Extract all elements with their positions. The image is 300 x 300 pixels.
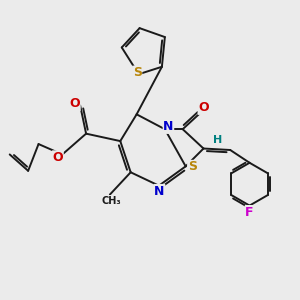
Text: O: O bbox=[198, 101, 209, 114]
Text: F: F bbox=[245, 206, 254, 219]
Text: S: S bbox=[188, 160, 197, 173]
Text: H: H bbox=[213, 135, 222, 145]
Text: O: O bbox=[70, 98, 80, 110]
Text: CH₃: CH₃ bbox=[101, 196, 121, 206]
Text: N: N bbox=[163, 120, 174, 133]
Text: N: N bbox=[154, 184, 165, 197]
Text: O: O bbox=[52, 151, 63, 164]
Text: S: S bbox=[133, 66, 142, 79]
